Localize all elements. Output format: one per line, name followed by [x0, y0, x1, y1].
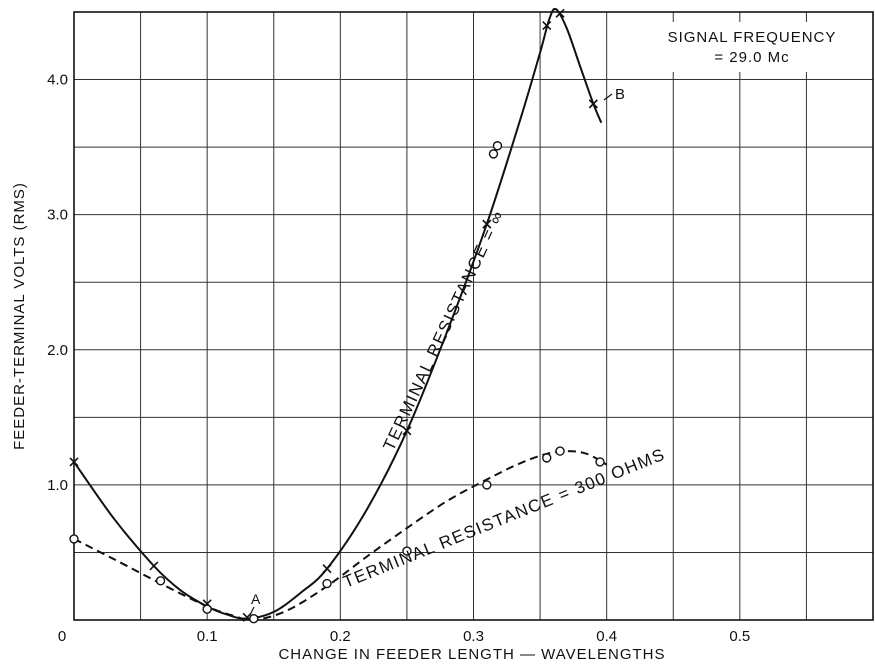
- plot-frame: [73, 11, 874, 621]
- series-2-point: [402, 546, 412, 556]
- x-tick-label: 0.5: [729, 628, 750, 645]
- series-2-point: [542, 453, 552, 463]
- series-2-line: [73, 450, 608, 622]
- series-1-point: [322, 564, 332, 574]
- x-tick-label: 0.2: [330, 628, 351, 645]
- y-tick-label: 2.0: [47, 342, 68, 359]
- series-markers: [69, 8, 605, 624]
- point-a-leader: [249, 606, 255, 616]
- point-b-leader: [603, 93, 613, 101]
- series-1-point: [69, 457, 79, 467]
- series-1-point: [555, 8, 565, 18]
- y-tick-label: 4.0: [47, 72, 68, 89]
- frequency-note-line-2: = 29.0 Mc: [714, 49, 789, 66]
- series-1-line: [73, 7, 603, 620]
- series-3-point: [492, 141, 503, 151]
- series-1-point: [542, 20, 552, 31]
- series-1-point: [482, 219, 492, 229]
- tick-labels: 0 0.1 0.2 0.3 0.4 0.5 1.0 2.0 3.0 4.0: [47, 72, 750, 645]
- series-1-point: [588, 99, 598, 109]
- frequency-note-box: [636, 22, 868, 72]
- x-tick-label: 0.3: [463, 628, 484, 645]
- frequency-note-line-1: SIGNAL FREQUENCY: [668, 29, 837, 46]
- y-axis-label: FEEDER-TERMINAL VOLTS (RMS): [11, 182, 28, 450]
- series-2-point: [322, 578, 332, 589]
- x-tick-label: 0: [58, 628, 66, 645]
- point-a-label: A: [251, 591, 261, 607]
- series-2-point: [69, 534, 79, 544]
- y-tick-label: 3.0: [47, 207, 68, 224]
- x-tick-label: 0.1: [197, 628, 218, 645]
- series-2-point: [482, 480, 492, 490]
- series-2-point: [155, 576, 166, 586]
- series-1-point: [402, 426, 412, 436]
- series-1-label: TERMINAL RESISTANCE = ∞: [379, 207, 508, 454]
- grid: [74, 12, 873, 620]
- series-2-point: [555, 446, 565, 456]
- series-2-point: [595, 457, 605, 467]
- series-2-point: [202, 604, 212, 614]
- series-3-point: [488, 149, 499, 159]
- y-tick-label: 1.0: [47, 477, 68, 494]
- x-tick-label: 0.4: [596, 628, 617, 645]
- x-axis-label: CHANGE IN FEEDER LENGTH — WAVELENGTHS: [278, 646, 665, 663]
- point-b-label: B: [615, 86, 625, 103]
- series-1-point: [149, 561, 159, 571]
- series-2-point: [249, 613, 259, 624]
